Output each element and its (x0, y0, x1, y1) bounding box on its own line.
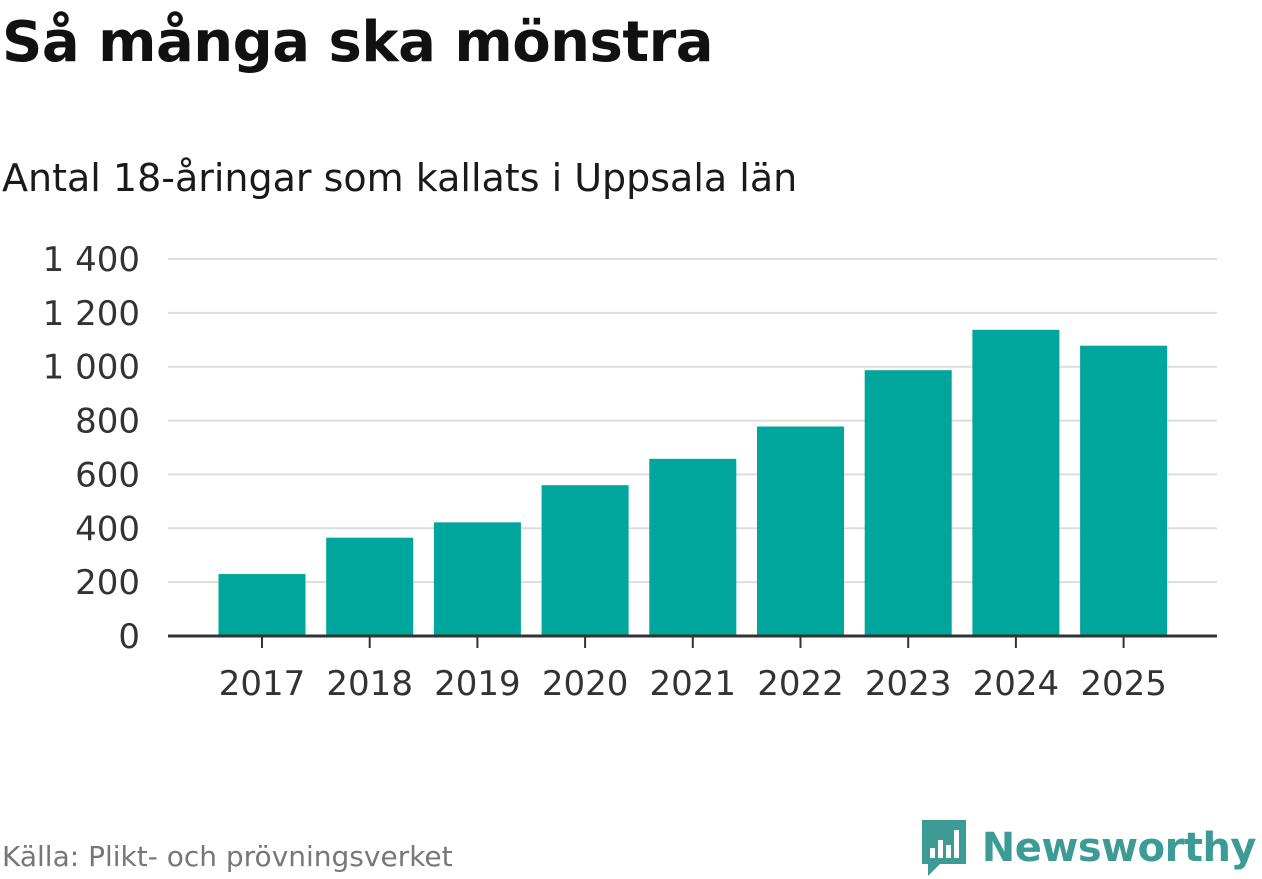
y-tick-label: 1 400 (43, 240, 140, 280)
x-tick-label: 2022 (757, 664, 844, 704)
y-tick-label: 400 (75, 509, 140, 549)
bar-2021 (649, 458, 737, 636)
x-tick-label: 2021 (650, 664, 737, 704)
y-tick-label: 1 200 (43, 294, 140, 334)
x-tick-label: 2017 (219, 664, 306, 704)
x-tick-label: 2020 (542, 664, 629, 704)
y-tick-label: 1 000 (43, 348, 140, 388)
chart-title: Så många ska mönstra (2, 10, 714, 75)
bar-2024 (972, 329, 1060, 636)
x-tick-label: 2025 (1080, 664, 1167, 704)
bar-2023 (864, 370, 952, 636)
source-note: Källa: Plikt- och prövningsverket (2, 840, 453, 873)
x-tick-label: 2018 (326, 664, 413, 704)
newsworthy-logo-icon (921, 820, 966, 876)
y-tick-label: 200 (75, 563, 140, 603)
bar-2022 (757, 426, 844, 636)
bar-2025 (1080, 345, 1168, 636)
y-tick-label: 600 (75, 455, 140, 495)
y-axis-tick-labels: 0 200 400 600 800 1 000 1 200 1 400 (43, 240, 140, 657)
bar-2019 (433, 522, 521, 636)
x-axis (168, 634, 1217, 648)
bar-2017 (218, 574, 306, 636)
bars (218, 329, 1168, 636)
chart-subtitle: Antal 18-åringar som kallats i Uppsala l… (2, 156, 798, 200)
bar-2018 (326, 537, 414, 636)
brand-name: Newsworthy (981, 825, 1257, 871)
brand-logo: Newsworthy (920, 818, 1257, 878)
x-tick-label: 2024 (973, 664, 1060, 704)
bar-2020 (541, 485, 629, 636)
y-tick-label: 0 (118, 617, 140, 657)
x-tick-label: 2023 (865, 664, 952, 704)
y-tick-label: 800 (75, 402, 140, 442)
x-axis-tick-labels: 2017 2018 2019 2020 2021 2022 2023 2024 2025 (219, 664, 1167, 704)
x-tick-label: 2019 (434, 664, 521, 704)
